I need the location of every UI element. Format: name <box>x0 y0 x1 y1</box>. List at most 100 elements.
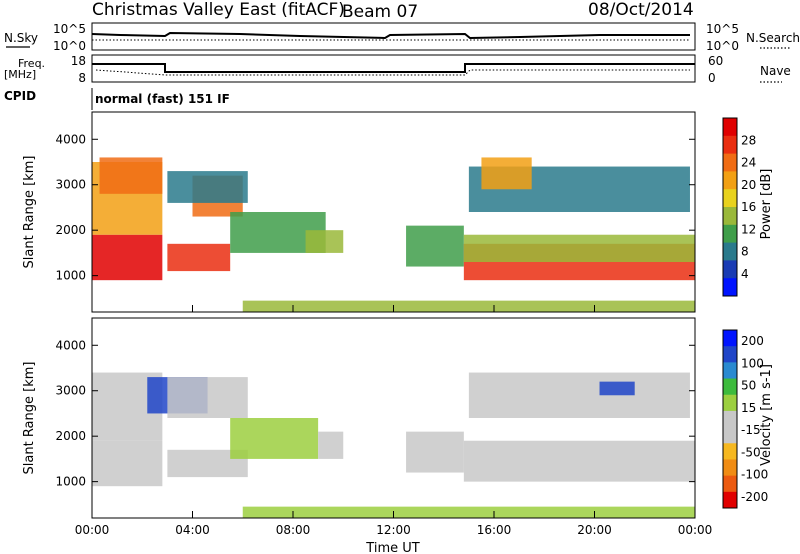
power-y-axis-label: Slant Range [km] <box>22 156 37 269</box>
date-label: 08/Oct/2014 <box>588 0 694 20</box>
nsky-y-top: 10^5 <box>53 22 86 36</box>
nsky-label: N.Sky <box>4 31 38 45</box>
power-colorbar-swatch <box>723 135 737 155</box>
power-colorbar-swatch <box>723 242 737 261</box>
velocity-heatmap: 1000 2000 3000 4000 00:00 04:00 08:00 12:00 16:… <box>55 317 713 537</box>
velocity-y-tick-label: 4000 <box>55 338 86 352</box>
freq-panel <box>91 54 696 83</box>
power-colorbar-swatch <box>723 278 737 297</box>
cpid-text: normal (fast) 151 IF <box>95 92 230 106</box>
plot-title: Christmas Valley East (fitACF) <box>92 0 345 20</box>
nave-y-bottom: 0 <box>708 71 716 85</box>
power-region <box>481 157 532 190</box>
velocity-colorbar-swatch <box>723 410 737 428</box>
cpid-label: CPID <box>4 89 36 103</box>
velocity-colorbar-swatch <box>723 362 737 380</box>
velocity-colorbar-swatch <box>723 491 737 509</box>
power-region <box>406 225 464 267</box>
velocity-x-tick-label: 16:00 <box>477 523 512 537</box>
velocity-x-tick-label: 00:00 <box>678 523 713 537</box>
power-colorbar-swatch <box>723 224 737 244</box>
velocity-x-tick-label: 00:00 <box>75 523 110 537</box>
power-colorbar-tick-label: 16 <box>741 200 756 214</box>
nsky-panel <box>91 22 696 51</box>
power-colorbar-swatch <box>723 118 737 137</box>
velocity-y-tick-label: 1000 <box>55 475 86 489</box>
velocity-colorbar-swatch <box>723 378 737 396</box>
power-region <box>463 234 695 262</box>
velocity-colorbar-tick-label: 15 <box>741 401 756 415</box>
freq-y-bottom: 8 <box>78 71 86 85</box>
velocity-x-tick-label: 20:00 <box>577 523 612 537</box>
power-colorbar-label: Power [dB] <box>759 169 774 240</box>
power-heatmap: 1000 2000 3000 4000 <box>55 111 696 313</box>
velocity-region <box>242 506 695 518</box>
velocity-colorbar: 200 100 50 15 -15 -50 -100 -200 <box>722 329 768 509</box>
velocity-colorbar-tick-label: -50 <box>741 445 761 459</box>
nsky-trace <box>91 31 690 40</box>
velocity-colorbar-tick-label: -200 <box>741 490 768 504</box>
power-colorbar-tick-label: 20 <box>741 178 756 192</box>
velocity-colorbar-tick-label: 100 <box>741 356 764 370</box>
velocity-region <box>406 431 464 473</box>
power-y-tick-label: 4000 <box>55 132 86 146</box>
power-region <box>167 171 248 203</box>
velocity-colorbar-swatch <box>723 330 737 347</box>
velocity-x-tick-label: 04:00 <box>175 523 210 537</box>
freq-label: Freq. <box>18 57 45 70</box>
velocity-colorbar-swatch <box>723 394 737 412</box>
nsearch-label: N.Search <box>746 31 800 45</box>
power-region <box>99 157 163 194</box>
power-y-tick-label: 3000 <box>55 178 86 192</box>
velocity-region <box>318 431 344 459</box>
x-axis-label: Time UT <box>365 541 419 554</box>
freq-y-top: 18 <box>71 54 86 68</box>
velocity-colorbar-tick-label: 50 <box>741 379 756 393</box>
velocity-region <box>230 418 319 459</box>
velocity-region <box>599 381 635 396</box>
power-region <box>305 230 344 253</box>
velocity-colorbar-tick-label: -100 <box>741 468 768 482</box>
power-colorbar-tick-label: 12 <box>741 222 756 236</box>
velocity-x-tick-label: 12:00 <box>376 523 411 537</box>
velocity-region <box>463 440 695 482</box>
power-region <box>167 243 231 272</box>
velocity-colorbar-swatch <box>723 443 737 460</box>
power-colorbar: 4 8 12 16 20 24 28 <box>722 117 756 297</box>
velocity-colorbar-swatch <box>723 475 737 493</box>
nave-y-top: 60 <box>708 54 723 68</box>
velocity-colorbar-swatch <box>723 346 737 363</box>
velocity-colorbar-label: Velocity [m s-1] <box>759 364 774 466</box>
power-region <box>92 234 163 281</box>
power-colorbar-tick-label: 4 <box>741 267 749 281</box>
power-colorbar-tick-label: 28 <box>741 133 756 147</box>
velocity-colorbar-tick-label: 200 <box>741 334 764 348</box>
freq-unit-label: [MHz] <box>4 68 36 81</box>
power-colorbar-swatch <box>723 189 737 208</box>
velocity-y-tick-label: 3000 <box>55 384 86 398</box>
velocity-y-tick-label: 2000 <box>55 429 86 443</box>
nsky-y-bottom: 10^0 <box>53 39 86 53</box>
velocity-colorbar-swatch <box>723 459 737 477</box>
beam-label: Beam 07 <box>342 2 418 22</box>
velocity-region <box>92 440 163 487</box>
power-y-tick-label: 2000 <box>55 223 86 237</box>
power-region <box>242 300 695 312</box>
velocity-colorbar-tick-label: -15 <box>741 423 761 437</box>
nave-label: Nave <box>760 64 791 78</box>
power-colorbar-swatch <box>723 207 737 226</box>
velocity-colorbar-swatch <box>723 427 737 444</box>
power-colorbar-swatch <box>723 260 737 279</box>
power-colorbar-swatch <box>723 153 737 172</box>
velocity-region <box>167 377 248 418</box>
velocity-x-tick-label: 08:00 <box>276 523 311 537</box>
velocity-colorbar-frame <box>722 329 738 509</box>
nsearch-y-bottom: 10^0 <box>706 39 739 53</box>
freq-trace <box>92 63 695 73</box>
power-colorbar-swatch <box>723 171 737 190</box>
power-y-tick-label: 1000 <box>55 269 86 283</box>
power-colorbar-tick-label: 8 <box>741 245 749 259</box>
velocity-region <box>468 372 690 418</box>
velocity-y-axis-label: Slant Range [km] <box>22 362 37 475</box>
